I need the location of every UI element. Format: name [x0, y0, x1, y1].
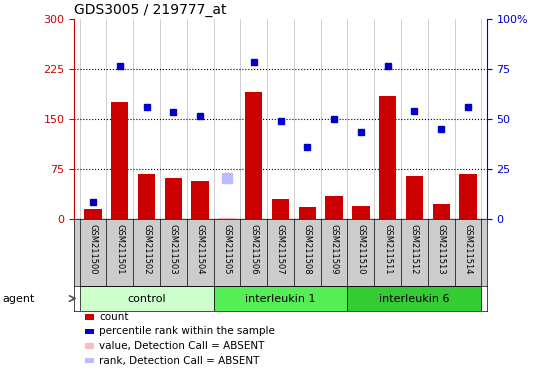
Bar	[459, 174, 477, 219]
Bar	[218, 218, 235, 219]
Text: GSM211511: GSM211511	[383, 224, 392, 275]
Bar	[272, 199, 289, 219]
Bar	[84, 209, 102, 219]
Bar	[164, 178, 182, 219]
Text: GSM211513: GSM211513	[437, 224, 446, 275]
Text: GSM211505: GSM211505	[222, 224, 232, 275]
Bar	[299, 207, 316, 219]
Bar	[352, 205, 370, 219]
Text: GSM211500: GSM211500	[89, 224, 97, 275]
Text: GSM211502: GSM211502	[142, 224, 151, 275]
Text: percentile rank within the sample: percentile rank within the sample	[99, 326, 275, 336]
Text: GDS3005 / 219777_at: GDS3005 / 219777_at	[74, 3, 227, 17]
Text: control: control	[127, 293, 166, 304]
Bar	[432, 204, 450, 219]
Text: GSM211514: GSM211514	[464, 224, 472, 275]
Text: GSM211506: GSM211506	[249, 224, 258, 275]
Bar	[379, 96, 397, 219]
Bar	[213, 286, 348, 311]
Bar	[111, 103, 129, 219]
Text: GSM211508: GSM211508	[303, 224, 312, 275]
Bar	[191, 181, 209, 219]
Text: GSM211510: GSM211510	[356, 224, 365, 275]
Text: interleukin 1: interleukin 1	[245, 293, 316, 304]
Bar	[138, 174, 155, 219]
Text: GSM211509: GSM211509	[329, 224, 339, 275]
Bar	[326, 195, 343, 219]
Text: GSM211503: GSM211503	[169, 224, 178, 275]
Text: GSM211504: GSM211504	[196, 224, 205, 275]
Text: interleukin 6: interleukin 6	[379, 293, 450, 304]
Text: rank, Detection Call = ABSENT: rank, Detection Call = ABSENT	[99, 356, 260, 366]
Bar	[348, 286, 481, 311]
Text: value, Detection Call = ABSENT: value, Detection Call = ABSENT	[99, 341, 265, 351]
Bar	[245, 93, 262, 219]
Text: count: count	[99, 312, 129, 322]
Bar	[80, 286, 213, 311]
Text: GSM211501: GSM211501	[116, 224, 124, 275]
Bar	[218, 218, 235, 219]
Text: GSM211512: GSM211512	[410, 224, 419, 275]
Text: agent: agent	[3, 293, 35, 304]
Bar	[406, 175, 423, 219]
Text: GSM211507: GSM211507	[276, 224, 285, 275]
